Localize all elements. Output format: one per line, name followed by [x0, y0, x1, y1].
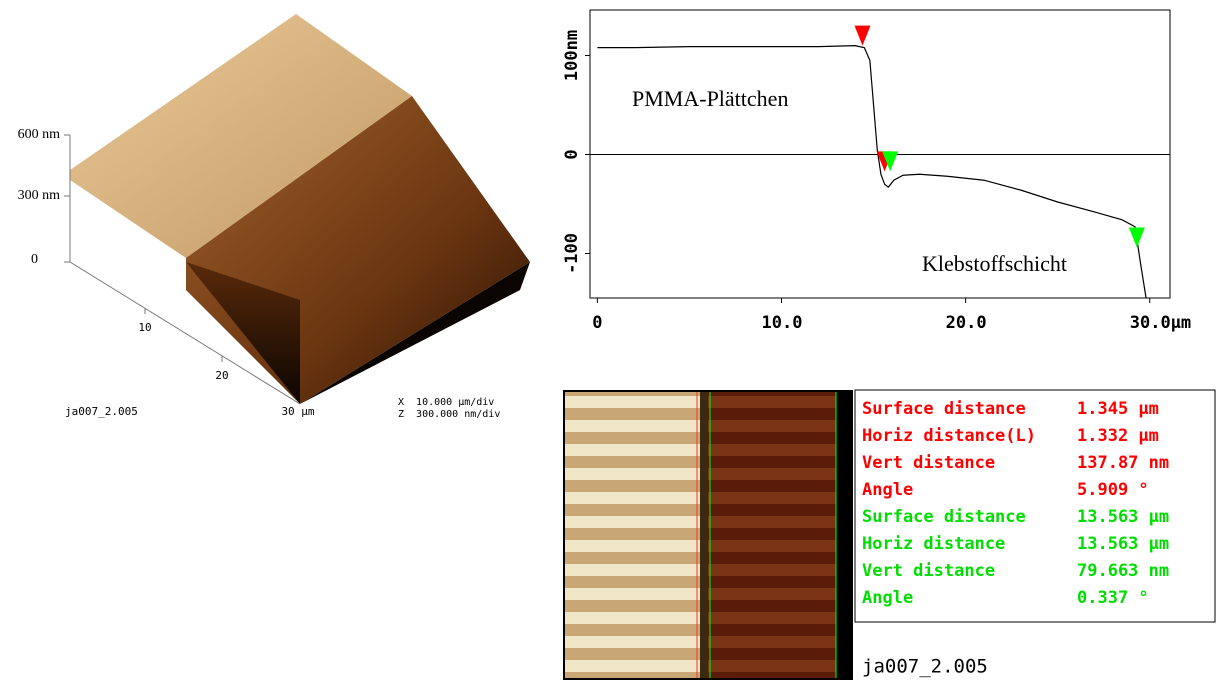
- height-image: [563, 390, 853, 680]
- cursor-marker: [882, 151, 899, 172]
- measurement-value: 5.909 °: [1077, 480, 1149, 500]
- x-label: 20: [215, 369, 228, 382]
- measurement-box: [854, 389, 1216, 623]
- surface-render: [70, 14, 530, 404]
- z-label: 0: [31, 252, 38, 267]
- z-label: 300 nm: [18, 188, 61, 203]
- measurement-value: 79.663 nm: [1077, 561, 1169, 581]
- x-label: 10: [138, 321, 151, 334]
- measurement-list: Surface distance 1.345 µm Horiz distance(L…: [862, 399, 1169, 608]
- measurement-label: Surface distance: [862, 399, 1026, 419]
- measurement-label: Angle: [862, 588, 913, 608]
- scale-label: Z 300.000 nm/div: [398, 409, 500, 420]
- measurement-value: 1.345 µm: [1077, 399, 1159, 419]
- x-label: 30 µm: [281, 405, 314, 418]
- cursor-marker: [1128, 227, 1145, 248]
- measurement-label: Vert distance: [862, 561, 995, 581]
- measurement-label: Horiz distance(L): [862, 426, 1036, 446]
- surface-axes: [64, 134, 301, 405]
- x-tick-label: 0: [592, 313, 602, 333]
- measurement-label: Surface distance: [862, 507, 1026, 527]
- filename: ja007_2.005: [862, 656, 988, 678]
- measurement-value: 13.563 µm: [1077, 534, 1169, 554]
- x-tick-label: 30.0µm: [1130, 313, 1191, 333]
- annotation: PMMA-Plättchen: [632, 86, 788, 111]
- measurement-value: 0.337 °: [1077, 588, 1149, 608]
- y-tick-label: 100nm: [562, 30, 582, 81]
- profile-chart: 100nm 0 -100 0 10.0 20.0 30.0µm: [562, 25, 1191, 333]
- x-tick-label: 20.0: [946, 313, 987, 333]
- x-tick-label: 10.0: [761, 313, 802, 333]
- filename: ja007_2.005: [65, 405, 138, 418]
- cursor-marker: [854, 25, 871, 46]
- annotation: Klebstoffschicht: [922, 251, 1067, 276]
- z-label: 600 nm: [18, 127, 61, 142]
- scale-label: X 10.000 µm/div: [398, 397, 494, 408]
- measurement-value: 13.563 µm: [1077, 507, 1169, 527]
- measurement-label: Horiz distance: [862, 534, 1005, 554]
- y-tick-label: 0: [562, 149, 582, 159]
- profile-line: [597, 45, 1147, 299]
- measurement-value: 1.332 µm: [1077, 426, 1159, 446]
- measurement-label: Angle: [862, 480, 913, 500]
- y-tick-label: -100: [562, 233, 582, 274]
- measurement-value: 137.87 nm: [1077, 453, 1169, 473]
- measurement-label: Vert distance: [862, 453, 995, 473]
